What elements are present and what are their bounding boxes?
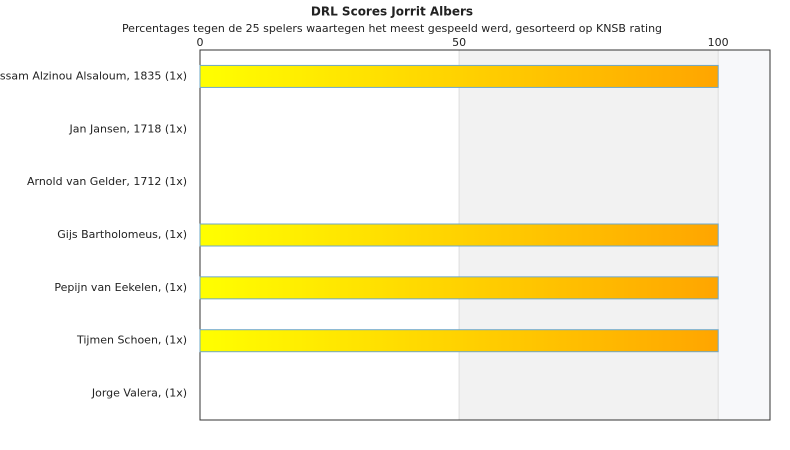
y-tick-label: Arnold van Gelder, 1712 (1x)	[27, 175, 187, 188]
bar	[199, 276, 719, 300]
y-tick-label: Jorge Valera, (1x)	[91, 387, 187, 400]
bar	[199, 329, 719, 353]
x-tick-label: 50	[452, 36, 466, 49]
chart-title: DRL Scores Jorrit Albers	[311, 5, 473, 19]
y-tick-label: Tijmen Schoen, (1x)	[76, 334, 187, 347]
bar	[199, 64, 719, 88]
chart-subtitle: Percentages tegen de 25 spelers waartege…	[122, 22, 662, 35]
bar	[199, 223, 719, 247]
x-tick-label: 100	[708, 36, 729, 49]
plot-band	[718, 50, 770, 420]
x-tick-label: 0	[197, 36, 204, 49]
y-tick-label: Hussam Alzinou Alsaloum, 1835 (1x)	[0, 69, 187, 82]
y-tick-label: Pepijn van Eekelen, (1x)	[54, 281, 187, 294]
y-tick-label: Gijs Bartholomeus, (1x)	[57, 228, 187, 241]
y-tick-label: Jan Jansen, 1718 (1x)	[69, 122, 187, 135]
